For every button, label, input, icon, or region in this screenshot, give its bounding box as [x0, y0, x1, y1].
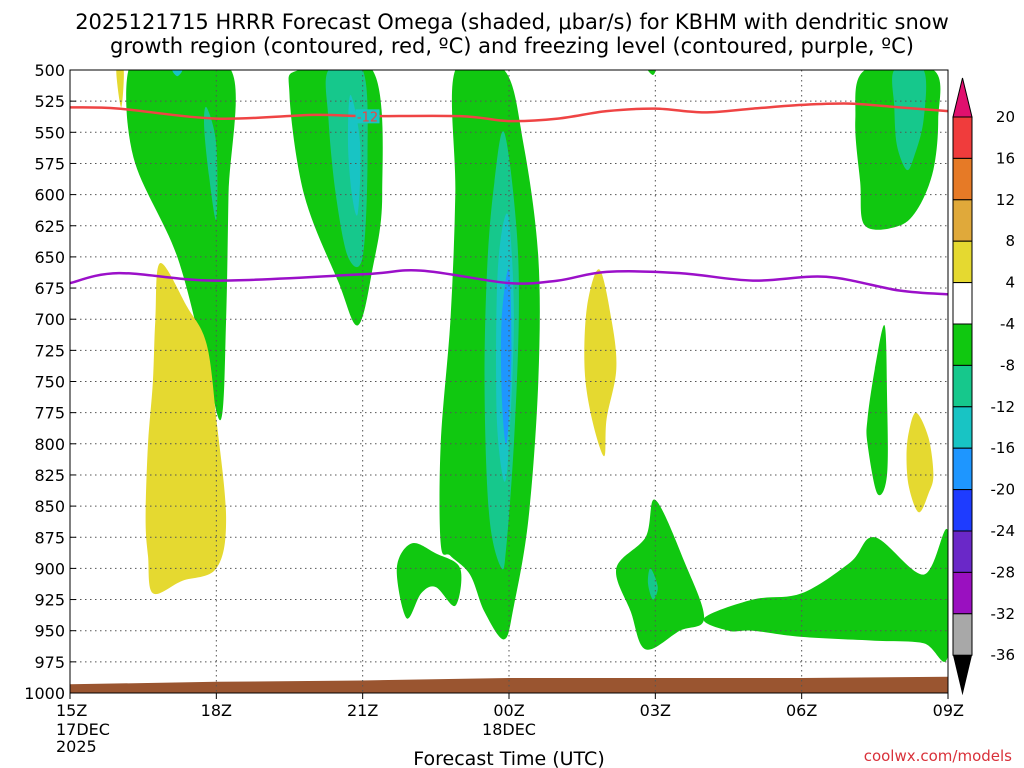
x-tick-sublabel-18DEC: 18DEC	[482, 720, 536, 739]
y-tick-label-525: 525	[34, 92, 65, 111]
x-tick-label-18Z: 18Z	[201, 701, 232, 720]
x-tick-label-15Z: 15Z	[56, 701, 87, 720]
colorbar-label--32: -32	[991, 605, 1016, 623]
y-tick-label-700: 700	[34, 310, 65, 329]
omega-region-green-tongue-22z	[396, 543, 462, 619]
y-tick-label-575: 575	[34, 154, 65, 173]
dgz-label-background	[355, 109, 380, 124]
omega-shading-layer	[116, 70, 948, 662]
y-tick-label-750: 750	[34, 373, 65, 392]
colorbar-segment-11	[952, 571, 973, 615]
colorbar-label--20: -20	[991, 481, 1016, 499]
colorbar-bottom-arrow	[953, 655, 972, 696]
colorbar-label--12: -12	[991, 398, 1016, 416]
freezing-level-line	[70, 269, 948, 296]
colorbar-segment-4	[952, 282, 973, 325]
omega-region-teal-spot-03z	[647, 568, 658, 600]
y-tick-label-725: 725	[34, 341, 65, 360]
omega-region-yellow-wedge-16z	[116, 70, 124, 108]
x-tick-label-09Z: 09Z	[933, 701, 964, 720]
colorbar-label--36: -36	[991, 646, 1016, 664]
x-tick-label-06Z: 06Z	[786, 701, 817, 720]
y-tick-label-975: 975	[34, 653, 65, 672]
omega-region-green-diamond-07z	[866, 325, 888, 496]
omega-region-yellow-lobe-17z	[145, 263, 227, 595]
contour-lines-layer: -12	[70, 102, 948, 296]
omega-region-yellow-lobe-02z	[584, 269, 617, 457]
y-tick-label-650: 650	[34, 248, 65, 267]
y-tick-label-850: 850	[34, 497, 65, 516]
colorbar-segment-8	[952, 447, 973, 491]
colorbar-segment-0	[952, 116, 973, 159]
colorbar-label-16: 16	[996, 149, 1015, 167]
chart-title-line-1: 2025121715 HRRR Forecast Omega (shaded, …	[75, 10, 949, 34]
terrain-strip	[70, 676, 948, 693]
colorbar-segment-10	[952, 530, 973, 573]
colorbar-label--24: -24	[991, 522, 1016, 540]
colorbar-segment-2	[952, 199, 973, 242]
y-tick-label-675: 675	[34, 279, 65, 298]
colorbar-label-8: 8	[1005, 232, 1015, 250]
grid-layer	[70, 70, 948, 693]
y-axis: 500 525 550 575 600 625 650 675 700 725 750 775 800 8…	[24, 61, 76, 703]
y-tick-label-775: 775	[34, 404, 65, 423]
x-axis-label: Forecast Time (UTC)	[413, 748, 604, 768]
colorbar-label--4: -4	[1000, 315, 1015, 333]
credit-text: coolwx.com/models	[864, 747, 1012, 765]
colorbar-segment-7	[952, 406, 973, 449]
x-tick-label-21Z: 21Z	[347, 701, 378, 720]
colorbar-label-12: 12	[996, 191, 1015, 209]
colorbar-top-arrow	[952, 77, 973, 118]
y-tick-label-925: 925	[34, 591, 65, 610]
colorbar-segment-5	[952, 323, 973, 366]
y-tick-label-800: 800	[34, 435, 65, 454]
x-tick-label-03Z: 03Z	[640, 701, 671, 720]
colorbar-segment-1	[952, 157, 973, 201]
omega-region-cyan-sliver-18z-top	[172, 70, 183, 77]
colorbar-label--16: -16	[991, 439, 1016, 457]
y-tick-label-875: 875	[34, 528, 65, 547]
dgz-label: -12	[357, 110, 378, 125]
y-tick-label-825: 825	[34, 466, 65, 485]
y-tick-label-550: 550	[34, 123, 65, 142]
omega-region-green-sliver-03z-top	[647, 70, 656, 75]
omega-region-green-band-06z	[703, 528, 948, 662]
y-tick-label-600: 600	[34, 186, 65, 205]
dgz-minus12-line	[70, 102, 948, 123]
colorbar-segment-6	[952, 364, 973, 408]
terrain-layer	[70, 676, 948, 693]
y-tick-label-625: 625	[34, 217, 65, 236]
x-tick-sublabel-17DEC: 17DEC	[56, 720, 110, 739]
chart-title-line-2: growth region (contoured, red, ºC) and f…	[110, 34, 914, 58]
colorbar: 20 16 12 8 4 -4 -8 -12 -16 -20 -24 -28 -32 -36	[952, 77, 1016, 696]
colorbar-label-4: 4	[1005, 274, 1015, 292]
omega-region-yellow-lobe-08z	[906, 412, 934, 513]
x-tick-label-00Z: 00Z	[493, 701, 524, 720]
colorbar-segment-12	[952, 613, 973, 656]
colorbar-label--28: -28	[991, 563, 1016, 581]
x-tick-sublabel-2025: 2025	[56, 737, 97, 756]
colorbar-label-20: 20	[996, 108, 1015, 126]
colorbar-segment-3	[952, 240, 973, 284]
y-tick-label-950: 950	[34, 622, 65, 641]
omega-region-green-wedge-03z	[615, 499, 705, 650]
colorbar-label--8: -8	[1000, 356, 1015, 374]
colorbar-segment-9	[952, 489, 973, 532]
y-tick-label-500: 500	[34, 61, 65, 80]
y-tick-label-1000: 1000	[24, 684, 65, 703]
y-tick-label-900: 900	[34, 559, 65, 578]
omega-region-teal-blob-08z	[892, 70, 927, 171]
omega-region-cyan-core-21z	[347, 94, 361, 216]
